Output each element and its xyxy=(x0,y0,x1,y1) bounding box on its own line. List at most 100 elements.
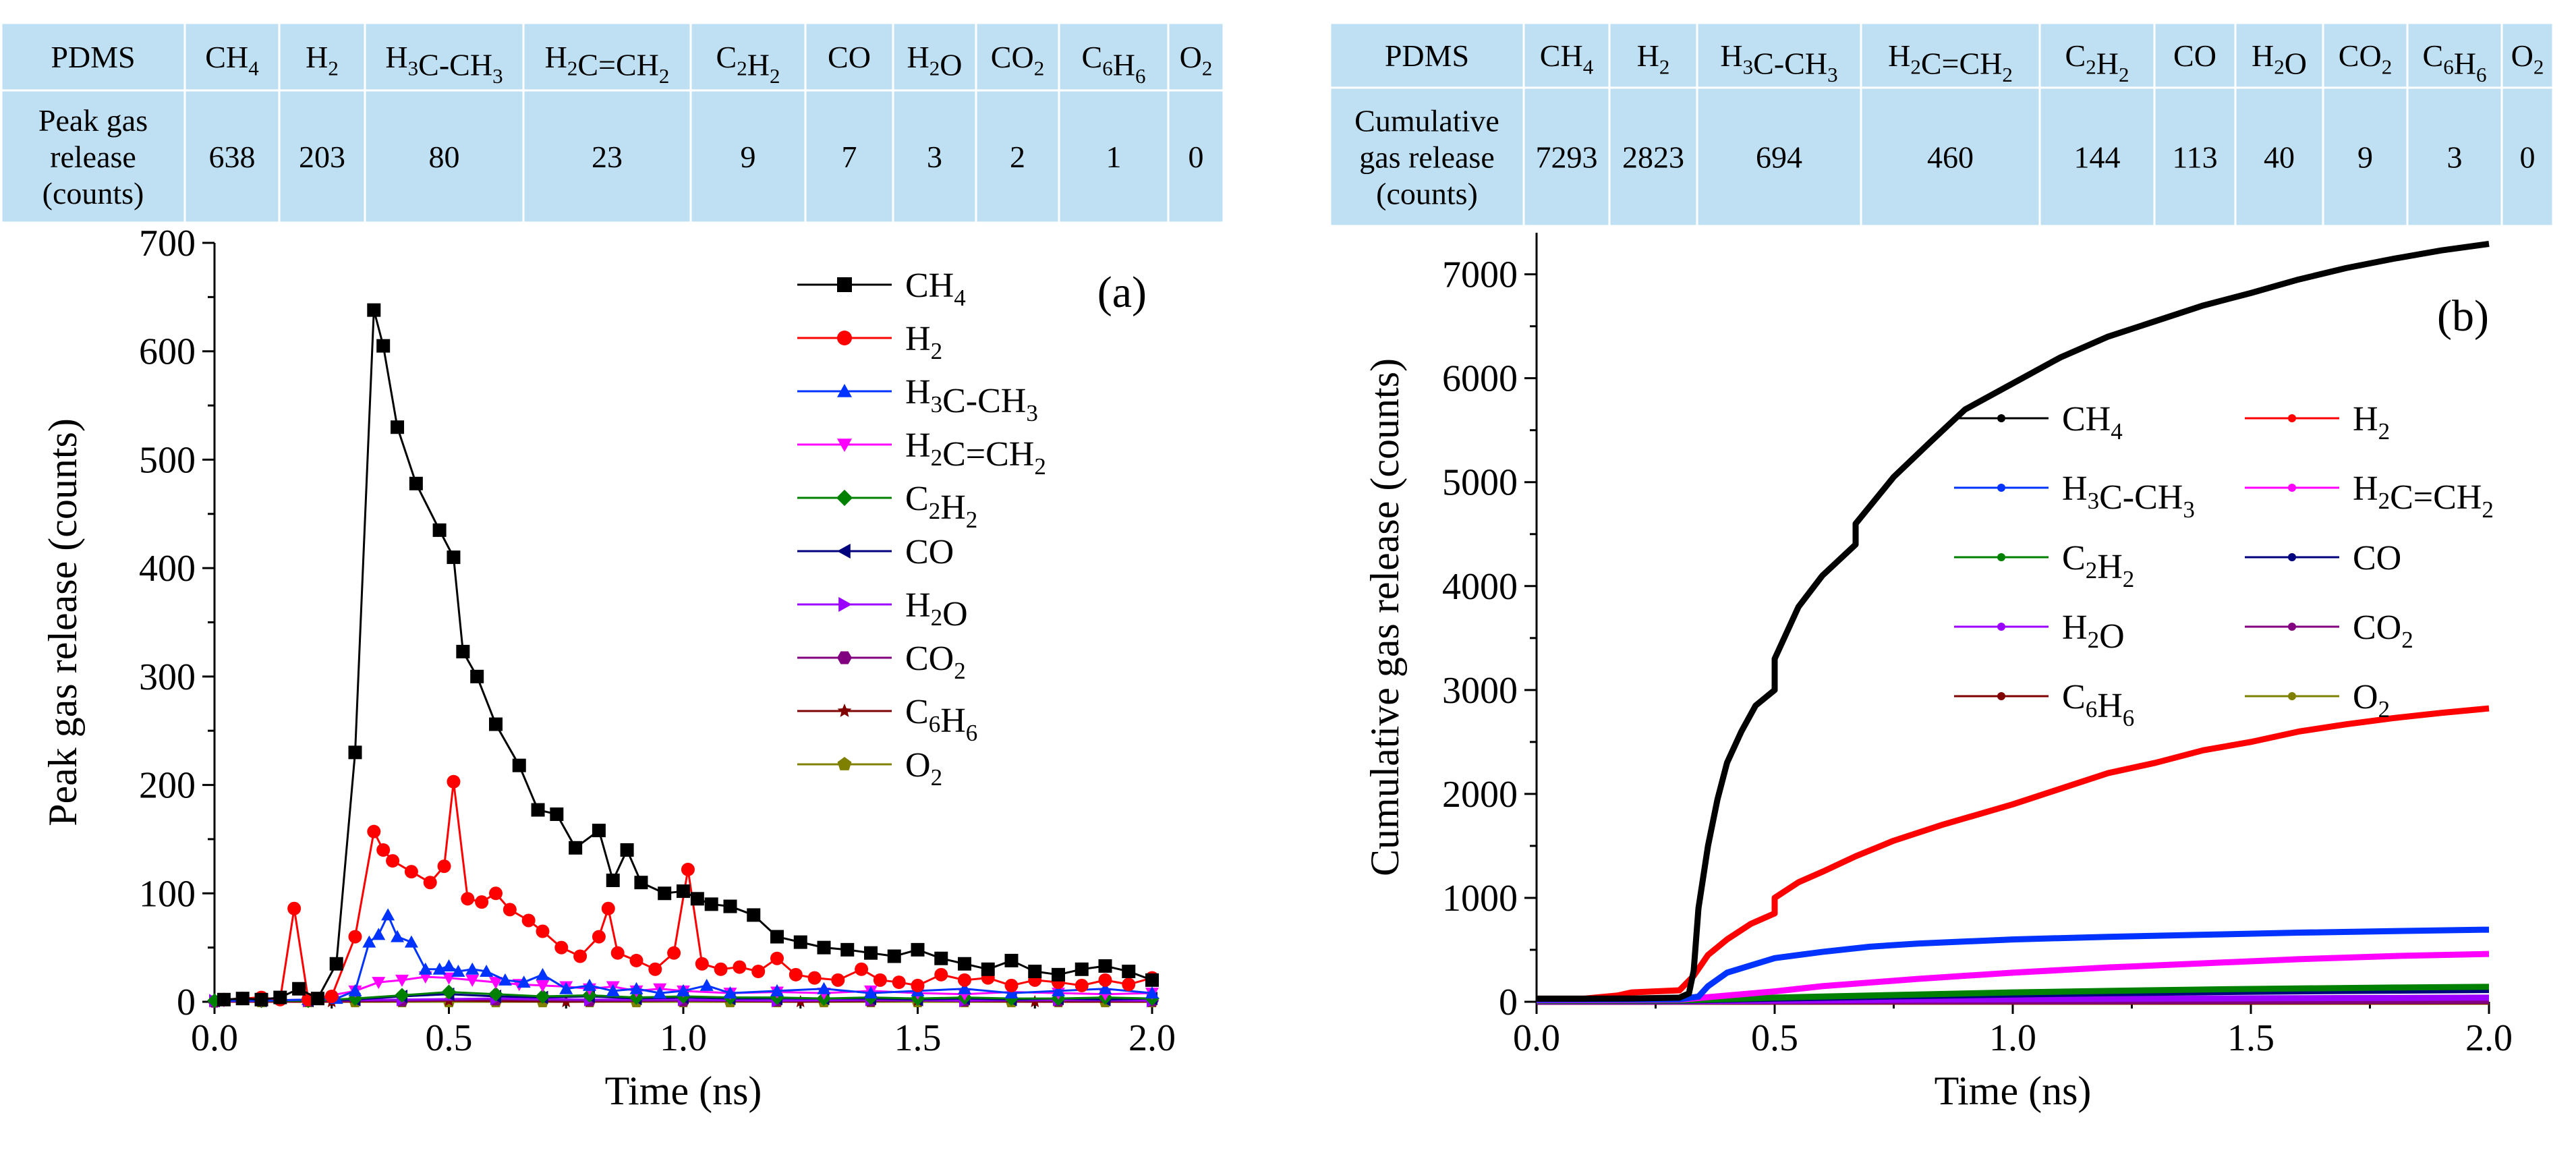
legend-label: C6H6 xyxy=(905,693,977,746)
data-point-h2 xyxy=(1004,978,1019,992)
data-point-h2 xyxy=(789,967,803,982)
data-point-ch4 xyxy=(432,523,447,537)
data-point-ch4 xyxy=(531,803,545,817)
data-point-ch4 xyxy=(391,420,405,434)
data-point-ch4 xyxy=(1004,953,1019,967)
table-row-header-line: gas release xyxy=(1359,140,1495,175)
x-tick-label: 0.0 xyxy=(191,1017,238,1059)
y-tick-label: 0 xyxy=(177,982,196,1023)
data-point-ch4 xyxy=(747,908,761,922)
data-point-h3c-ch3 xyxy=(1145,986,1159,999)
table-cell xyxy=(2500,86,2554,227)
data-point-c2h2 xyxy=(488,986,503,1002)
table-cell xyxy=(1329,86,1525,227)
data-point-h2 xyxy=(423,876,437,890)
y-tick-label: 2000 xyxy=(1442,774,1518,816)
legend-label: CO2 xyxy=(2353,608,2413,653)
y-tick-label: 500 xyxy=(139,439,196,481)
data-point-h2 xyxy=(610,946,625,960)
data-point-h2 xyxy=(733,960,747,974)
legend-label: H3C-CH3 xyxy=(905,373,1038,426)
table-cell xyxy=(1522,86,1611,227)
data-point-ch4 xyxy=(1098,959,1112,973)
table-cell xyxy=(522,89,692,224)
data-point-h2 xyxy=(831,973,845,987)
table-cell xyxy=(1329,22,1525,89)
y-axis-title: Cumulative gas release (counts) xyxy=(1363,358,1407,876)
data-point-h2 xyxy=(447,774,461,789)
table-cell xyxy=(0,89,186,224)
legend-marker xyxy=(837,704,852,717)
legend-label: C2H2 xyxy=(2062,539,2134,592)
data-point-h3c-ch3 xyxy=(418,962,432,975)
table-column-header: CH4 xyxy=(1540,38,1594,79)
y-tick-label: 5000 xyxy=(1442,462,1518,504)
table-cell xyxy=(2322,22,2409,89)
table-value: 2 xyxy=(1010,140,1025,174)
table-cell xyxy=(2234,86,2324,227)
table-value: 40 xyxy=(2264,140,2295,175)
legend-label: H2O xyxy=(905,586,968,633)
table-value: 0 xyxy=(2520,140,2536,175)
y-tick-label: 100 xyxy=(139,873,196,915)
data-point-h2 xyxy=(489,886,503,901)
data-point-ch4 xyxy=(348,745,362,760)
data-point-c2h2 xyxy=(535,988,550,1004)
data-point-ch4 xyxy=(934,951,948,965)
data-point-ch4 xyxy=(329,957,343,971)
series-line-h3c-ch3 xyxy=(1536,926,2490,1003)
data-point-h2 xyxy=(1122,977,1136,992)
data-point-h2c-ch2 xyxy=(465,974,480,987)
data-point-h3c-ch3 xyxy=(559,982,573,994)
legend-item-c2h2: C2H2 xyxy=(797,480,977,533)
data-point-h3c-ch3 xyxy=(1004,986,1019,999)
table-column-header: H2 xyxy=(1637,38,1670,79)
table-cell xyxy=(2038,86,2156,227)
data-point-h2 xyxy=(751,965,766,978)
data-point-h2 xyxy=(404,865,418,879)
table-cell xyxy=(1696,86,1862,227)
legend-item-c2h2: C2H2 xyxy=(1954,539,2134,592)
legend-marker xyxy=(2288,484,2296,492)
data-point-ch4 xyxy=(911,942,925,957)
data-point-c2h2 xyxy=(441,984,457,1000)
data-point-h2 xyxy=(911,978,925,992)
legend-item-h2c-ch2: H2C=CH2 xyxy=(797,426,1046,480)
table-column-header: CH4 xyxy=(205,40,259,80)
data-point-h3c-ch3 xyxy=(498,973,512,986)
data-point-h2c-ch2 xyxy=(395,974,409,987)
data-point-h2c-ch2 xyxy=(372,977,386,990)
legend-item-o2: O2 xyxy=(797,746,942,791)
table-column-header: H3C-CH3 xyxy=(1720,38,1837,86)
legend-item-h3c-ch3: H3C-CH3 xyxy=(797,373,1038,426)
data-point-h2 xyxy=(1075,978,1089,992)
data-point-ch4 xyxy=(569,841,583,855)
series-ch4 xyxy=(1537,241,2490,1002)
data-point-h2 xyxy=(934,967,948,982)
legend-label: CO xyxy=(905,533,954,571)
legend-label: H2C=CH2 xyxy=(2353,470,2494,523)
y-axis-title: Peak gas release (counts) xyxy=(40,418,85,826)
series-h3c-ch3 xyxy=(1536,926,2490,1003)
table-cell xyxy=(892,22,977,92)
series-ch4 xyxy=(217,303,1159,1006)
data-point-ch4 xyxy=(723,899,737,913)
data-point-h3c-ch3 xyxy=(372,928,386,940)
data-point-h3c-ch3 xyxy=(817,982,831,994)
data-point-h3c-ch3 xyxy=(348,984,362,996)
data-point-ch4 xyxy=(1122,965,1136,978)
data-point-h3c-ch3 xyxy=(517,975,531,988)
legend-label: CH4 xyxy=(905,266,966,311)
x-tick-label: 2.0 xyxy=(1128,1017,1176,1059)
table-cell xyxy=(0,22,186,92)
table-cell xyxy=(522,22,692,92)
data-point-ch4 xyxy=(512,758,526,772)
y-tick-label: 4000 xyxy=(1442,566,1518,608)
table-cell xyxy=(804,89,894,224)
data-point-h2 xyxy=(629,953,643,967)
x-tick-label: 1.5 xyxy=(894,1017,942,1059)
table-column-header: H2O xyxy=(2252,38,2307,81)
legend-item-o2: O2 xyxy=(2245,678,2390,722)
